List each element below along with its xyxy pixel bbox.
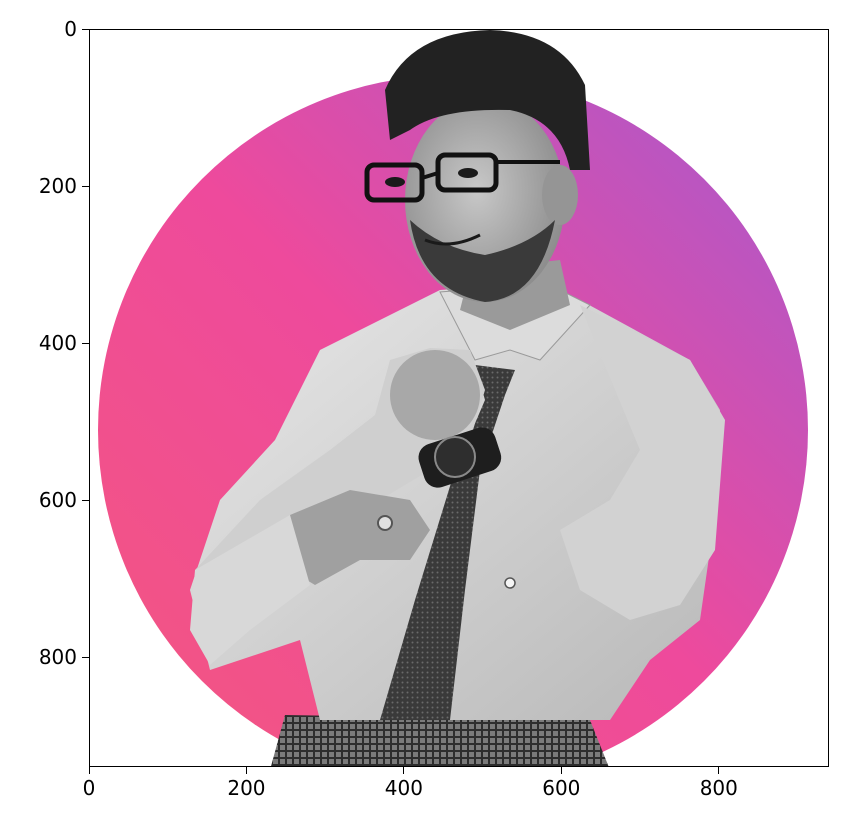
cufflink xyxy=(504,577,516,589)
portrait-image xyxy=(98,30,808,766)
y-tick-label: 800 xyxy=(38,645,77,670)
y-tick-mark xyxy=(82,342,89,344)
y-tick-label: 600 xyxy=(38,488,77,513)
x-tick-mark xyxy=(88,767,90,774)
x-tick-label: 400 xyxy=(384,776,423,800)
y-tick-mark xyxy=(82,656,89,658)
eyeglasses-icon xyxy=(364,152,560,203)
eye-left xyxy=(385,177,405,187)
right-sleeve xyxy=(190,515,310,665)
x-tick-mark xyxy=(403,767,405,774)
y-tick-label: 0 xyxy=(64,17,77,41)
y-tick-mark xyxy=(82,499,89,501)
fist xyxy=(390,350,480,440)
mouth xyxy=(424,233,481,246)
y-tick-label: 400 xyxy=(38,331,77,356)
x-tick-label: 800 xyxy=(699,776,738,800)
x-tick-label: 200 xyxy=(227,776,266,800)
x-tick-mark xyxy=(718,767,720,774)
x-tick-label: 600 xyxy=(542,776,581,800)
right-arm xyxy=(560,305,725,620)
eye-right xyxy=(458,168,478,178)
beard xyxy=(410,220,555,302)
ear xyxy=(542,165,578,225)
right-hand xyxy=(290,490,430,585)
hair xyxy=(385,30,590,170)
x-tick-label: 0 xyxy=(82,776,96,800)
y-tick-label: 200 xyxy=(38,174,77,199)
ring xyxy=(377,515,393,531)
watch-face xyxy=(434,436,476,478)
y-tick-mark xyxy=(82,28,89,30)
keyboard xyxy=(271,715,609,766)
image-axes xyxy=(89,29,829,767)
x-tick-mark xyxy=(560,767,562,774)
x-tick-mark xyxy=(245,767,247,774)
y-tick-mark xyxy=(82,185,89,187)
